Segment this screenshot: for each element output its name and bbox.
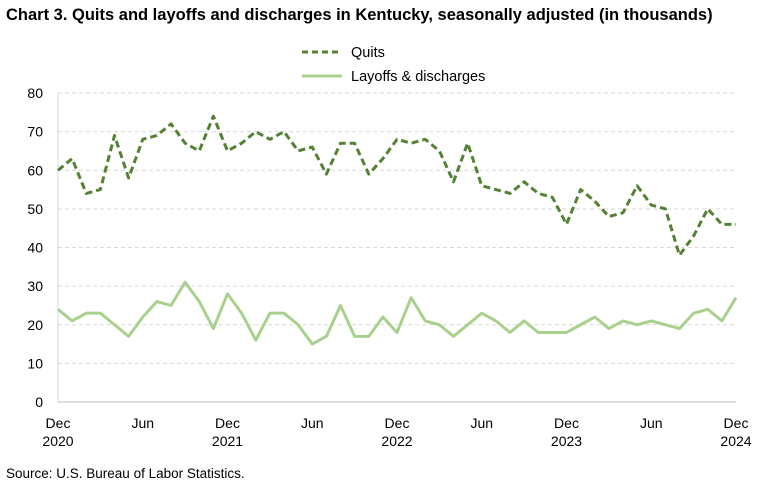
y-tick-label: 40 <box>27 240 43 256</box>
legend-label-layoffs: Layoffs & discharges <box>351 69 485 85</box>
x-tick-label: Jun <box>470 415 493 431</box>
x-tick-label: Jun <box>301 415 324 431</box>
x-tick-label: Dec <box>554 415 579 431</box>
x-tick-year-label: 2021 <box>212 433 243 449</box>
x-tick-label: Dec <box>215 415 240 431</box>
series-layer <box>57 114 738 346</box>
legend-label-quits: Quits <box>351 45 385 61</box>
y-tick-label: 70 <box>27 124 43 140</box>
x-tick-label: Dec <box>724 415 749 431</box>
y-tick-label: 80 <box>27 85 43 101</box>
y-tick-label: 0 <box>35 394 43 410</box>
series-line-quits <box>57 114 736 257</box>
y-tick-label: 60 <box>27 162 43 178</box>
chart-title: Chart 3. Quits and layoffs and discharge… <box>6 6 713 24</box>
x-tick-year-label: 2023 <box>551 433 582 449</box>
x-tick-year-label: 2024 <box>720 433 751 449</box>
axes: 0 10 20 30 40 50 60 70 80 Dec 2020 Jun Dec 2021 Jun Dec… <box>27 85 751 449</box>
y-tick-label: 10 <box>27 355 43 371</box>
x-tick-year-label: 2022 <box>381 433 412 449</box>
x-tick-label: Dec <box>46 415 71 431</box>
y-tick-label: 50 <box>27 201 43 217</box>
x-tick-label: Dec <box>385 415 410 431</box>
series-line-layoffs-discharges <box>57 280 738 346</box>
gridlines <box>58 92 736 364</box>
x-tick-label: Jun <box>131 415 154 431</box>
y-tick-label: 30 <box>27 278 43 294</box>
y-tick-label: 20 <box>27 317 43 333</box>
legend: Quits Layoffs & discharges <box>302 45 485 85</box>
x-tick-label: Jun <box>640 415 663 431</box>
x-tick-year-label: 2020 <box>42 433 73 449</box>
source-note: Source: U.S. Bureau of Labor Statistics. <box>6 466 245 481</box>
